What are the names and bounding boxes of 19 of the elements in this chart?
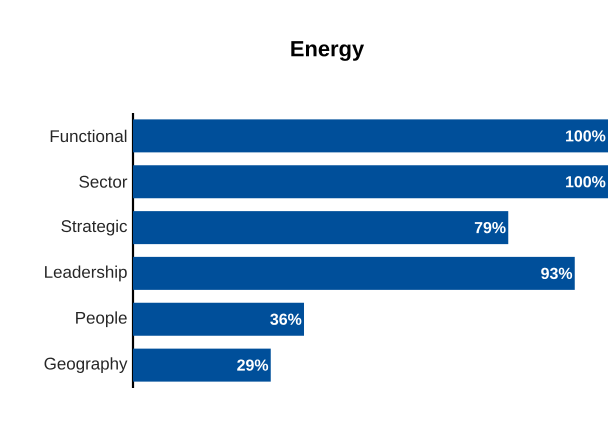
chart-title: Energy xyxy=(291,41,364,61)
bar xyxy=(133,348,271,382)
bar xyxy=(133,211,508,244)
bar xyxy=(133,302,304,336)
data-label: 100% xyxy=(566,176,606,188)
y-tick-label: Geography xyxy=(44,357,128,373)
bar xyxy=(133,119,608,152)
y-tick-label: Strategic xyxy=(61,220,128,236)
y-tick-label: Functional xyxy=(50,130,126,142)
data-label: 36% xyxy=(270,314,302,325)
data-label: 93% xyxy=(541,268,572,280)
y-tick-label: People xyxy=(76,311,127,328)
y-tick-label: Leadership xyxy=(45,266,127,282)
data-label: 79% xyxy=(474,222,506,234)
data-label: 100% xyxy=(566,130,606,142)
bar xyxy=(133,256,575,290)
y-tick-label: Sector xyxy=(79,176,128,188)
data-label: 29% xyxy=(237,359,268,371)
bar xyxy=(133,165,608,198)
